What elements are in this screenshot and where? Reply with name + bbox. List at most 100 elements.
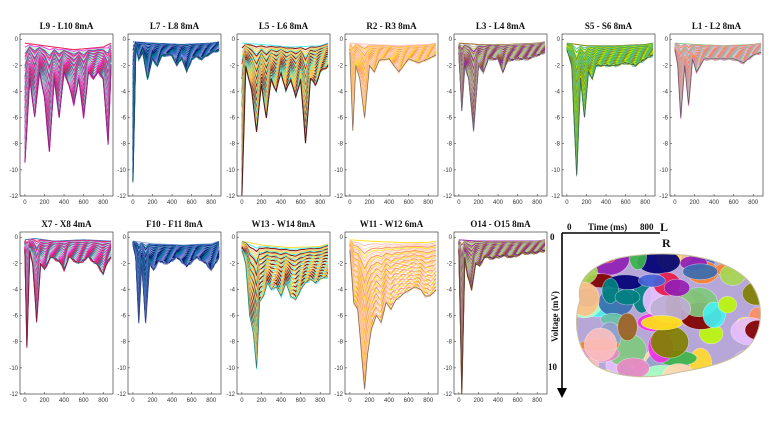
- inset-y-zero: 0: [550, 232, 555, 242]
- y-tick-label: 0: [665, 37, 669, 43]
- panel-8: X7 - X8 4mA 0 -2 -4 -6 -8 -10 -12 0 200 400 600 800: [9, 219, 114, 404]
- y-tick-label: -10: [9, 366, 18, 372]
- x-tick-label: 0: [673, 200, 677, 206]
- panel-title: L7 - L8 8mA: [150, 21, 200, 31]
- y-tick-label: -12: [9, 194, 18, 200]
- inset-x-label: Time (ms): [588, 222, 627, 232]
- panel-title: L3 - L4 8mA: [476, 21, 526, 31]
- panel-title: O14 - O15 8mA: [470, 219, 531, 229]
- trace-bundle: [241, 42, 329, 197]
- x-tick-label: 600: [404, 200, 415, 206]
- trace-line: [349, 241, 437, 266]
- y-tick-label: -10: [226, 366, 235, 372]
- y-tick-label: -10: [117, 168, 126, 174]
- x-tick-label: 400: [493, 200, 504, 206]
- trace-line: [241, 242, 329, 275]
- x-tick-label: 200: [39, 398, 50, 404]
- y-tick-label: -2: [338, 63, 344, 69]
- y-tick-label: -8: [13, 340, 19, 346]
- brain-parcel: [576, 257, 598, 286]
- trace-line: [241, 243, 329, 283]
- panel-title: S5 - S6 8mA: [585, 21, 633, 31]
- trace-bundle: [241, 240, 329, 370]
- inset-y-arrow: [557, 388, 567, 398]
- trace-line: [349, 240, 437, 251]
- y-tick-label: -2: [338, 261, 344, 267]
- brain-parcel: [682, 263, 719, 280]
- y-tick-label: 0: [449, 37, 453, 43]
- panel-9: F10 - F11 8mA 0 -2 -4 -6 -8 -10 -12 0 200 400 600 80…: [117, 219, 222, 404]
- y-tick-label: -12: [443, 194, 452, 200]
- y-tick-label: -12: [226, 392, 235, 398]
- y-tick-label: -12: [659, 194, 668, 200]
- panel-title: W13 - W14 8mA: [251, 219, 316, 229]
- trace-line: [349, 243, 437, 291]
- x-tick-label: 400: [493, 398, 504, 404]
- x-tick-label: 600: [79, 398, 90, 404]
- trace-bundle: [566, 42, 654, 177]
- y-tick-label: 0: [340, 37, 344, 43]
- trace-envelope: [349, 250, 437, 389]
- brain-parcel: [650, 325, 689, 359]
- y-tick-label: -10: [551, 168, 560, 174]
- y-tick-label: 0: [123, 37, 127, 43]
- y-tick-label: -6: [121, 116, 127, 122]
- y-tick-label: -2: [230, 63, 236, 69]
- trace-line: [349, 239, 437, 244]
- y-tick-label: -6: [121, 314, 127, 320]
- panel-10: W13 - W14 8mA 0 -2 -4 -6 -8 -10 -12 0 200 400 600 80…: [226, 219, 331, 404]
- y-tick-label: -4: [13, 287, 19, 293]
- trace-line: [349, 242, 437, 277]
- trace-line: [241, 241, 329, 253]
- trace-bundle: [132, 40, 220, 183]
- y-tick-label: -2: [555, 63, 561, 69]
- y-tick-label: -12: [9, 392, 18, 398]
- y-tick-label: -6: [13, 314, 19, 320]
- brain-inset: 0 800 Time (ms) L R 0 10 Voltage (mV): [548, 220, 761, 398]
- y-tick-label: -2: [230, 261, 236, 267]
- y-tick-label: 0: [449, 235, 453, 241]
- panel-title: R2 - R3 8mA: [366, 21, 417, 31]
- inset-x-zero: 0: [567, 222, 572, 232]
- trace-line: [241, 49, 329, 94]
- trace-bundle: [132, 240, 220, 324]
- x-tick-label: 800: [532, 200, 543, 206]
- trace-line: [349, 242, 437, 281]
- brain-parcel: [576, 282, 600, 317]
- trace-envelope: [674, 49, 762, 118]
- brain-parcel: [616, 357, 650, 377]
- trace-line: [349, 243, 437, 297]
- trace-envelope: [24, 65, 112, 164]
- trace-envelope: [349, 52, 437, 131]
- x-tick-label: 200: [147, 200, 158, 206]
- brain-parcel: [601, 277, 620, 304]
- panel-2: L7 - L8 8mA 0 -2 -4 -6 -8 -10 -12 0 200 400 600 800: [117, 21, 222, 206]
- x-tick-label: 400: [384, 398, 395, 404]
- brain-parcel: [661, 363, 696, 377]
- brain-outline: [576, 253, 761, 378]
- y-tick-label: -4: [121, 89, 127, 95]
- y-tick-label: -2: [121, 261, 127, 267]
- x-tick-label: 200: [364, 200, 375, 206]
- x-tick-label: 600: [513, 398, 524, 404]
- x-tick-label: 200: [256, 398, 267, 404]
- x-tick-label: 0: [131, 398, 135, 404]
- x-tick-label: 600: [513, 200, 524, 206]
- y-tick-label: -6: [663, 116, 669, 122]
- trace-line: [241, 242, 329, 266]
- trace-line: [349, 239, 437, 247]
- x-tick-label: 0: [348, 200, 352, 206]
- trace-envelope: [241, 65, 329, 197]
- y-tick-label: -4: [663, 89, 669, 95]
- inset-left-label: L: [660, 220, 668, 234]
- x-tick-label: 400: [276, 200, 287, 206]
- x-tick-label: 400: [276, 398, 287, 404]
- x-tick-label: 800: [315, 398, 326, 404]
- x-tick-label: 400: [167, 398, 178, 404]
- y-tick-label: -8: [230, 142, 236, 148]
- x-tick-label: 800: [748, 200, 759, 206]
- brain-parcel: [638, 273, 666, 288]
- trace-line: [241, 241, 329, 263]
- y-tick-label: -6: [447, 116, 453, 122]
- trace-line: [241, 45, 329, 69]
